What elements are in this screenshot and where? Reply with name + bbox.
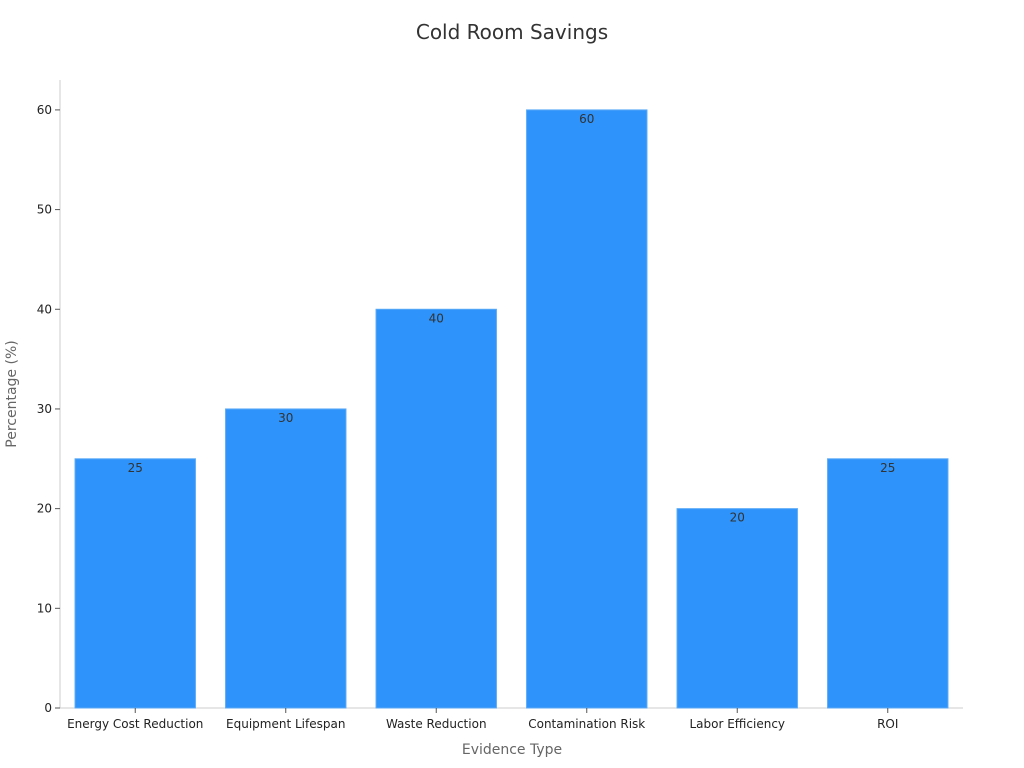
y-tick-label: 20 bbox=[37, 502, 52, 516]
x-tick-label: ROI bbox=[877, 717, 898, 731]
bar bbox=[225, 408, 347, 709]
x-tick-label: Energy Cost Reduction bbox=[67, 717, 203, 731]
x-tick-label: Labor Efficiency bbox=[689, 717, 785, 731]
y-tick-label: 30 bbox=[37, 402, 52, 416]
y-tick-label: 10 bbox=[37, 601, 52, 615]
bar bbox=[676, 508, 798, 709]
x-tick-label: Contamination Risk bbox=[528, 717, 645, 731]
bar bbox=[827, 458, 949, 709]
x-tick-label: Equipment Lifespan bbox=[226, 717, 345, 731]
y-tick-label: 50 bbox=[37, 203, 52, 217]
y-tick-label: 40 bbox=[37, 302, 52, 316]
bar bbox=[74, 458, 196, 709]
y-tick-label: 0 bbox=[44, 701, 52, 715]
x-tick-label: Waste Reduction bbox=[386, 717, 487, 731]
bar-data-label: 30 bbox=[278, 411, 293, 425]
bar-data-label: 20 bbox=[730, 511, 745, 525]
bar-data-label: 25 bbox=[880, 461, 895, 475]
bar-data-label: 60 bbox=[579, 112, 594, 126]
bar-data-label: 25 bbox=[128, 461, 143, 475]
chart-title: Cold Room Savings bbox=[415, 20, 609, 44]
bar bbox=[526, 109, 648, 709]
x-axis-label: Evidence Type bbox=[461, 742, 563, 758]
bar-data-label: 40 bbox=[429, 311, 444, 325]
y-tick-label: 60 bbox=[37, 103, 52, 117]
bar bbox=[375, 308, 497, 709]
